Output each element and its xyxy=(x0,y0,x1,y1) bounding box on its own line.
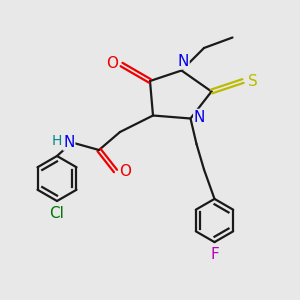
Text: O: O xyxy=(106,56,119,70)
Text: O: O xyxy=(119,164,131,178)
Text: F: F xyxy=(210,247,219,262)
Text: N: N xyxy=(194,110,205,124)
Text: Cl: Cl xyxy=(50,206,64,221)
Text: H: H xyxy=(51,134,62,148)
Text: N: N xyxy=(178,54,189,69)
Text: S: S xyxy=(248,74,257,88)
Text: N: N xyxy=(63,135,75,150)
